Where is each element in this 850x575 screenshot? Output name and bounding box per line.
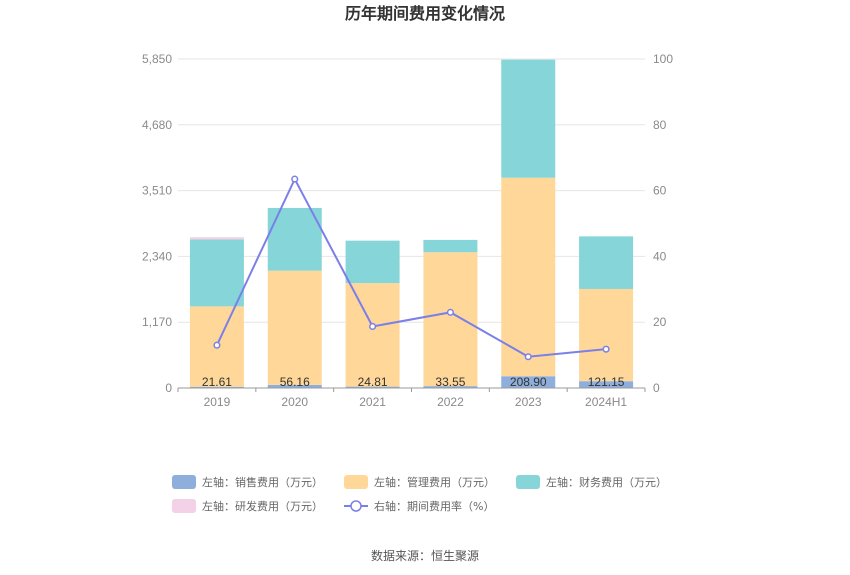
bar-segment [501,59,556,178]
right-tick-label: 20 [653,315,667,329]
sales-data-label: 21.61 [202,375,232,389]
right-tick-label: 60 [653,184,667,198]
chart-title: 历年期间费用变化情况 [345,4,505,23]
bar-segment [267,384,322,388]
x-axis: 2019 2020 2021 2022 2023 2024H1 [177,387,646,409]
bar-segment [423,252,478,387]
right-tick-label: 80 [653,118,667,132]
legend-label: 左轴：销售费用（万元） [202,475,323,489]
bar-segment [189,239,244,307]
bar-segment [345,240,400,284]
rate-point [291,175,299,183]
bar-segment [579,288,634,382]
legend-swatch-icon [516,475,540,489]
x-tick-label: 2022 [437,395,464,409]
bar-segment [501,376,556,388]
legend-item[interactable]: 左轴：财务费用（万元） [516,475,667,489]
rate-point [446,308,454,316]
right-axis: 0 20 40 60 80 100 [653,52,673,395]
left-axis: 0 1,170 2,340 3,510 4,680 5,850 [142,52,172,395]
sales-data-label: 121.15 [588,375,625,389]
bar-segment [501,177,556,377]
legend-item[interactable]: 左轴：研发费用（万元） [172,499,323,513]
legend-item[interactable]: 左轴：销售费用（万元） [172,475,323,489]
legend-item[interactable]: 右轴：期间费用率（%） [344,499,494,513]
left-tick-label: 3,510 [142,184,172,198]
bar-segment [579,236,634,289]
right-tick-label: 0 [653,381,660,395]
legend[interactable]: 左轴：销售费用（万元） 左轴：管理费用（万元） 左轴：财务费用（万元） 左轴：研发费用… [172,475,667,513]
rate-point [602,345,610,353]
legend-swatch-icon [172,475,196,489]
left-tick-label: 2,340 [142,249,172,263]
rate-line-path [216,176,607,358]
bar-segment [345,386,400,388]
rate-line [213,175,610,361]
x-tick-label: 2019 [204,395,231,409]
bars [189,59,634,388]
legend-swatch-icon [172,499,196,513]
sales-data-label: 208.90 [510,375,547,389]
left-tick-label: 1,170 [142,315,172,329]
bar-segment [345,283,400,387]
left-tick-label: 5,850 [142,52,172,66]
bar-segment [423,239,478,253]
bar-segment [423,386,478,388]
sales-data-label: 24.81 [358,375,388,389]
legend-label: 左轴：研发费用（万元） [202,499,323,513]
legend-item[interactable]: 左轴：管理费用（万元） [344,475,495,489]
right-tick-label: 40 [653,249,667,263]
legend-label: 左轴：管理费用（万元） [374,475,495,489]
x-tick-label: 2021 [359,395,386,409]
x-tick-label: 2024H1 [585,395,627,409]
left-tick-label: 4,680 [142,118,172,132]
x-tick-label: 2023 [515,395,542,409]
sales-data-label: 33.55 [435,375,465,389]
x-tick-label: 2020 [281,395,308,409]
bar-segment [579,381,634,388]
rate-point [213,341,221,349]
bar-segment [267,270,322,385]
legend-label: 右轴：期间费用率（%） [374,499,494,513]
right-tick-label: 100 [653,52,673,66]
sales-data-label: 56.16 [280,375,310,389]
legend-swatch-icon [344,475,368,489]
legend-marker-icon [350,500,362,512]
bar-segment [189,237,244,240]
source-note: 数据来源：恒生聚源 [371,548,479,563]
rate-point [524,353,532,361]
left-tick-label: 0 [165,381,172,395]
bar-segment [189,386,244,388]
data-labels: 21.61 56.16 24.81 33.55 208.90 121.15 [202,375,625,389]
grid [178,58,645,323]
rate-point [369,322,377,331]
legend-label: 左轴：财务费用（万元） [546,475,667,489]
